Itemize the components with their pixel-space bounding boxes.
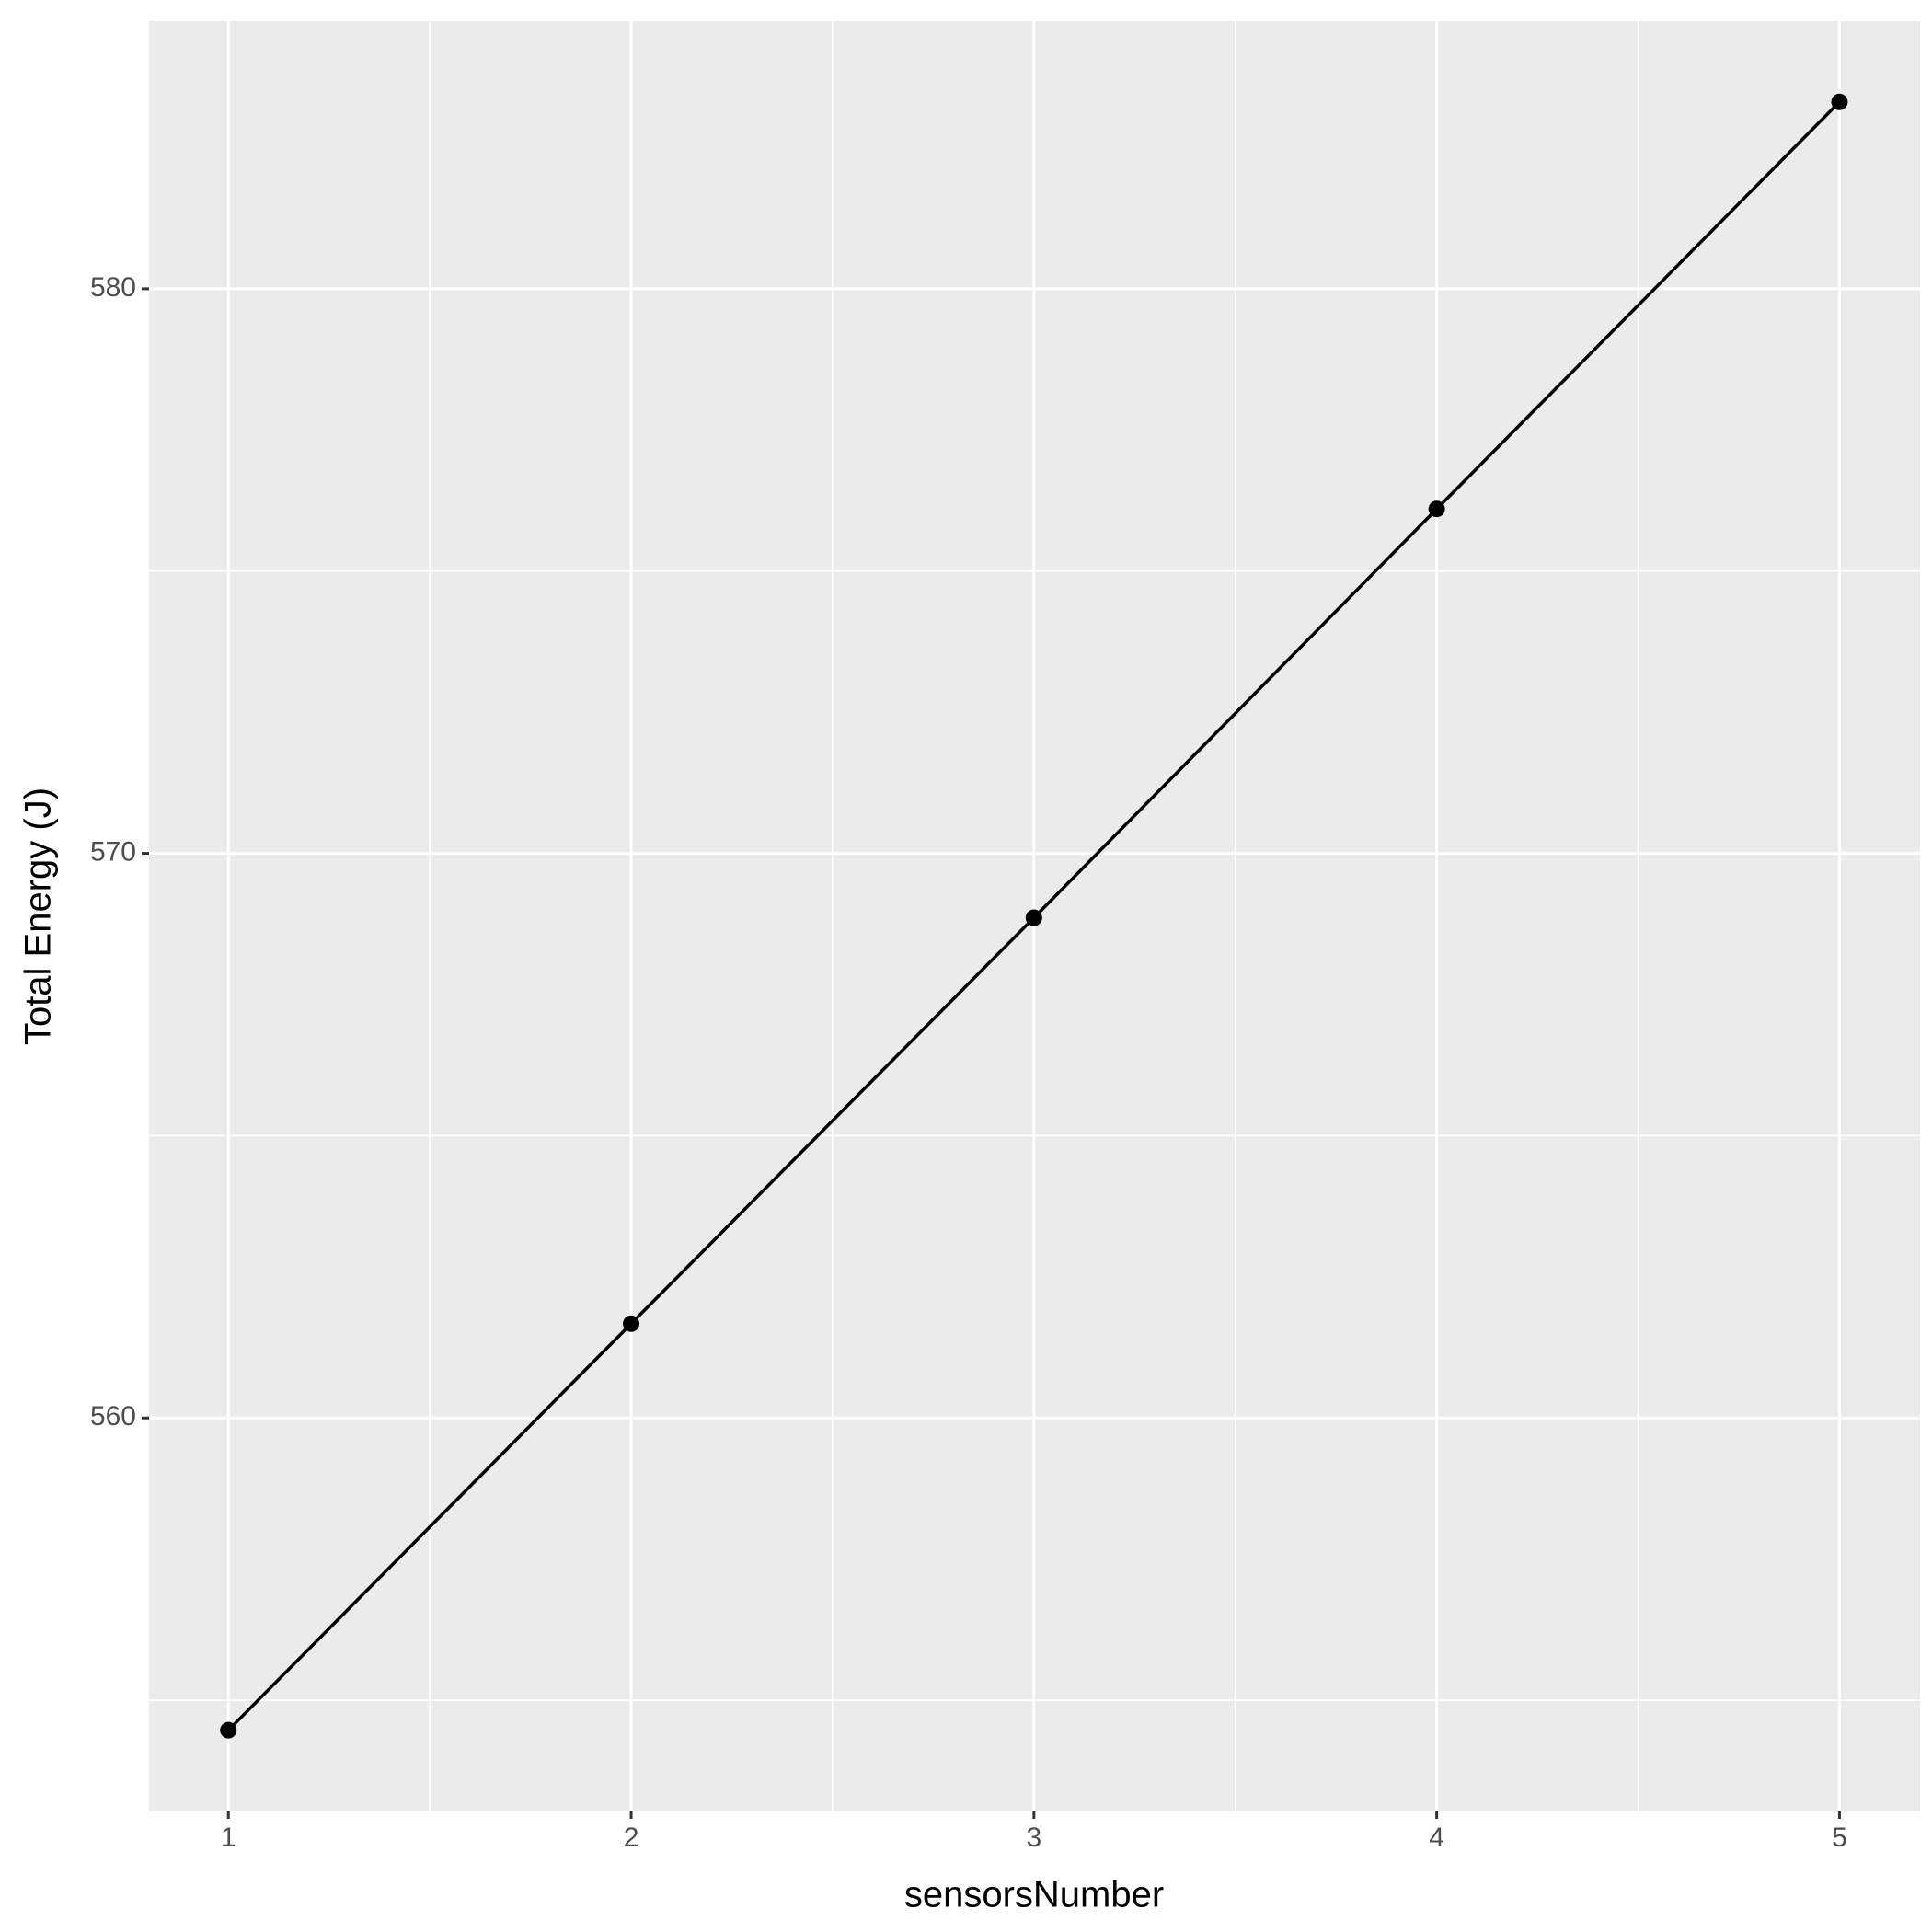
x-tick-label: 1 <box>221 1823 236 1853</box>
point <box>220 1721 237 1739</box>
point <box>1428 500 1445 518</box>
y-tick-label: 580 <box>90 272 136 303</box>
y-axis-title: Total Energy (J) <box>18 788 59 1045</box>
x-tick-label: 4 <box>1429 1823 1444 1853</box>
y-tick-label: 560 <box>90 1401 136 1432</box>
point <box>1025 909 1042 926</box>
point <box>623 1315 640 1332</box>
x-axis-title: sensorsNumber <box>904 1875 1164 1915</box>
x-tick-label: 3 <box>1026 1823 1041 1853</box>
x-tick-label: 2 <box>624 1823 639 1853</box>
x-tick-label: 5 <box>1832 1823 1847 1853</box>
y-tick-label: 570 <box>90 836 136 867</box>
point <box>1831 93 1848 110</box>
